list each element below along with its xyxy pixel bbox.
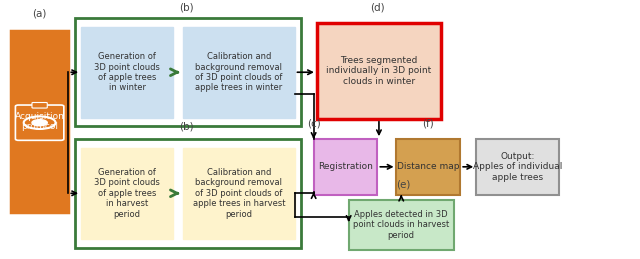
FancyBboxPatch shape xyxy=(349,200,454,250)
Text: Output:
Apples of individual
apple trees: Output: Apples of individual apple trees xyxy=(473,152,562,182)
Text: (b): (b) xyxy=(179,3,193,13)
Circle shape xyxy=(32,120,47,126)
Text: (d): (d) xyxy=(370,3,385,13)
Text: Calibration and
background removal
of 3D point clouds of
apple trees in harvest
: Calibration and background removal of 3D… xyxy=(193,168,285,219)
FancyBboxPatch shape xyxy=(183,27,294,118)
Text: Acquisition
protocol: Acquisition protocol xyxy=(15,112,65,131)
Text: (a): (a) xyxy=(33,8,47,18)
Text: (f): (f) xyxy=(422,119,434,129)
FancyBboxPatch shape xyxy=(15,105,64,140)
FancyBboxPatch shape xyxy=(81,27,173,118)
FancyBboxPatch shape xyxy=(11,31,68,212)
Text: Generation of
3D point clouds
of apple trees
in winter: Generation of 3D point clouds of apple t… xyxy=(94,52,160,92)
FancyBboxPatch shape xyxy=(32,103,47,108)
Text: Registration: Registration xyxy=(318,162,373,171)
FancyBboxPatch shape xyxy=(183,148,294,239)
Text: (e): (e) xyxy=(396,179,410,190)
Text: Generation of
3D point clouds
of apple trees
in harvest
period: Generation of 3D point clouds of apple t… xyxy=(94,168,160,219)
FancyBboxPatch shape xyxy=(476,139,559,195)
FancyBboxPatch shape xyxy=(317,23,441,119)
Text: Trees segmented
individually in 3D point
clouds in winter: Trees segmented individually in 3D point… xyxy=(326,56,431,86)
FancyBboxPatch shape xyxy=(81,148,173,239)
FancyBboxPatch shape xyxy=(396,139,460,195)
Text: Apples detected in 3D
point clouds in harvest
period: Apples detected in 3D point clouds in ha… xyxy=(353,210,449,240)
Text: (c): (c) xyxy=(307,119,321,129)
Text: (b): (b) xyxy=(179,121,193,132)
Text: Calibration and
background removal
of 3D point clouds of
apple trees in winter: Calibration and background removal of 3D… xyxy=(195,52,282,92)
FancyBboxPatch shape xyxy=(314,139,378,195)
Text: Distance map: Distance map xyxy=(397,162,460,171)
